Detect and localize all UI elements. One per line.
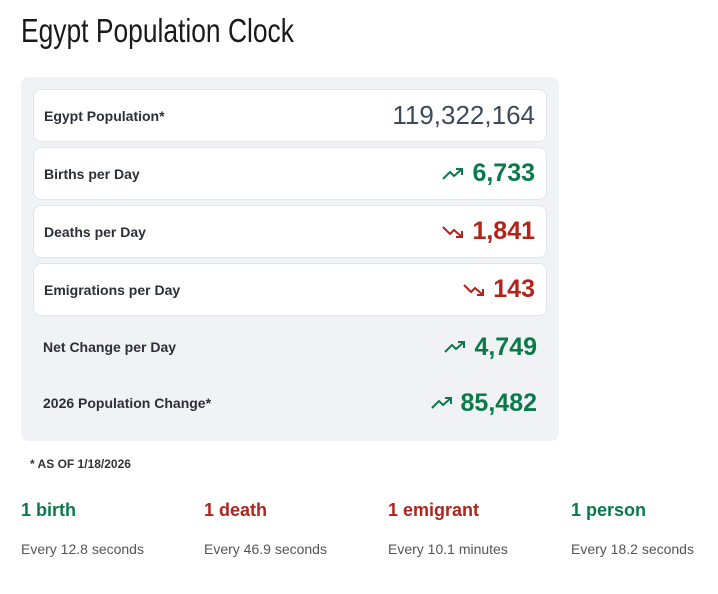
rate-interval: Every 12.8 seconds xyxy=(21,541,144,557)
stat-label: Emigrations per Day xyxy=(44,281,181,298)
stat-value: 4,749 xyxy=(474,332,537,361)
rate-interval: Every 46.9 seconds xyxy=(204,541,327,557)
stat-card-deaths: Deaths per Day 1,841 xyxy=(33,205,547,258)
trending-down-icon xyxy=(442,225,464,239)
rate-emigrant: 1 emigrant Every 10.1 minutes xyxy=(388,500,508,557)
stat-card-births: Births per Day 6,733 xyxy=(33,147,547,200)
stat-card-emigrations: Emigrations per Day 143 xyxy=(33,263,547,316)
rate-death: 1 death Every 46.9 seconds xyxy=(204,500,327,557)
stat-label: Net Change per Day xyxy=(43,339,177,355)
stat-value: 6,733 xyxy=(472,159,535,187)
rate-birth: 1 birth Every 12.8 seconds xyxy=(21,500,144,557)
trending-down-icon xyxy=(463,283,485,297)
stat-value: 143 xyxy=(493,275,535,303)
rate-label: 1 emigrant xyxy=(388,500,480,520)
trending-up-icon xyxy=(442,167,464,181)
trending-up-icon xyxy=(430,396,453,410)
trending-up-icon xyxy=(444,340,466,354)
stat-label: 2026 Population Change* xyxy=(43,395,212,411)
rate-interval: Every 10.1 minutes xyxy=(388,541,508,557)
stats-panel: Egypt Population* 119,322,164 Births per… xyxy=(21,77,559,441)
stat-value: 85,482 xyxy=(460,388,537,417)
stat-row-year-change: 2026 Population Change* 85,482 xyxy=(33,383,547,423)
as-of-footnote: * AS OF 1/18/2026 xyxy=(30,457,131,471)
rate-person: 1 person Every 18.2 seconds xyxy=(571,500,694,557)
rate-label: 1 death xyxy=(204,500,268,520)
page-title: Egypt Population Clock xyxy=(21,12,294,49)
stat-value: 119,322,164 xyxy=(392,100,535,130)
stat-label: Deaths per Day xyxy=(44,223,146,240)
stat-row-net-change: Net Change per Day 4,749 xyxy=(33,327,547,367)
rate-label: 1 birth xyxy=(21,500,77,520)
rate-label: 1 person xyxy=(571,500,647,520)
stat-value: 1,841 xyxy=(472,217,535,245)
stat-label: Births per Day xyxy=(44,165,140,182)
rate-interval: Every 18.2 seconds xyxy=(571,541,694,557)
stat-card-population: Egypt Population* 119,322,164 xyxy=(33,89,547,142)
stat-label: Egypt Population* xyxy=(44,107,165,124)
